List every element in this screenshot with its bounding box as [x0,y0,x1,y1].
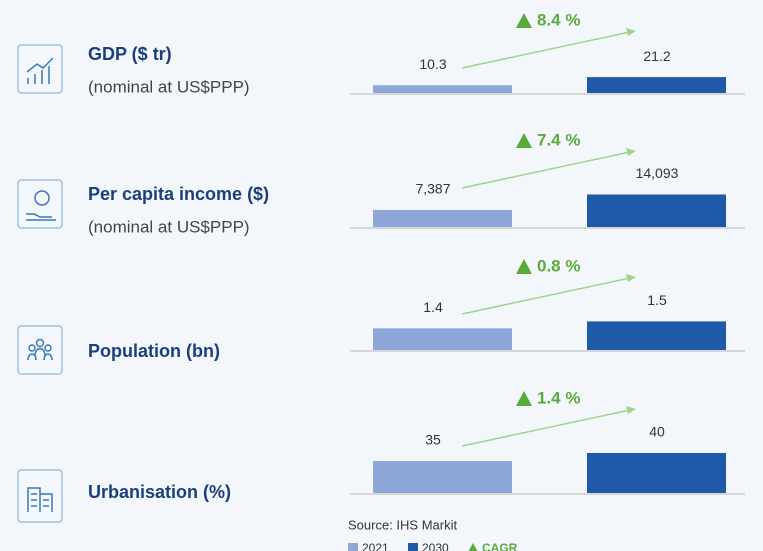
bar [373,209,512,227]
row-title: Urbanisation (%) [88,482,231,502]
bar [587,194,726,227]
cagr-arrow [461,409,631,447]
value-label: 1.5 [647,292,667,308]
gdp-icon [17,44,63,94]
cagr-arrow [461,277,631,315]
bar [373,328,512,350]
hand-glyph [26,213,56,221]
icons [17,44,63,523]
head-glyph [44,344,52,352]
income-icon [17,179,63,229]
row-title: Per capita income ($) [88,184,269,204]
arrow-head [626,406,636,414]
bar [373,85,512,93]
legend-triangle [468,543,478,551]
arrow-head [626,148,636,156]
row-title: GDP ($ tr) [88,44,172,64]
value-label: 21.2 [643,48,670,64]
population-icon [17,325,63,375]
cagr-triangle [516,133,532,148]
arrow-head [626,28,636,36]
bar [587,77,726,93]
cagr-label: 1.4 % [537,388,580,407]
bar [587,453,726,493]
cagr-arrow [461,151,631,189]
cagr-label: 7.4 % [537,130,580,149]
row-title: Population (bn) [88,341,220,361]
legend-label: CAGR [482,541,518,551]
value-label: 1.4 [423,299,443,315]
cagr-arrow [461,31,631,69]
legend-label: 2021 [362,541,389,551]
legend-swatch [348,543,358,551]
urban-icon [17,469,63,523]
building-glyph [27,487,53,512]
legend-label: 2030 [422,541,449,551]
row-subtitle: (nominal at US$PPP) [88,217,250,236]
source: Source: IHS Markit [348,517,457,532]
cagr-label: 8.4 % [537,10,580,29]
gdp-glyph [26,57,54,84]
value-label: 14,093 [636,165,679,181]
legend-swatch [408,543,418,551]
head-glyph [28,344,36,352]
value-label: 35 [425,432,441,448]
people-glyph [27,347,53,361]
cagr-triangle [516,391,532,406]
value-label: 40 [649,424,665,440]
value-label: 10.3 [419,56,446,72]
cagr-triangle [516,13,532,28]
cagr-triangle [516,259,532,274]
arrow-head [626,274,636,282]
row-subtitle: (nominal at US$PPP) [88,77,250,96]
cagr-label: 0.8 % [537,256,580,275]
value-label: 7,387 [415,181,450,197]
head-glyph [35,338,45,348]
bar [373,461,512,493]
coin-glyph [34,190,50,206]
bar [587,321,726,350]
